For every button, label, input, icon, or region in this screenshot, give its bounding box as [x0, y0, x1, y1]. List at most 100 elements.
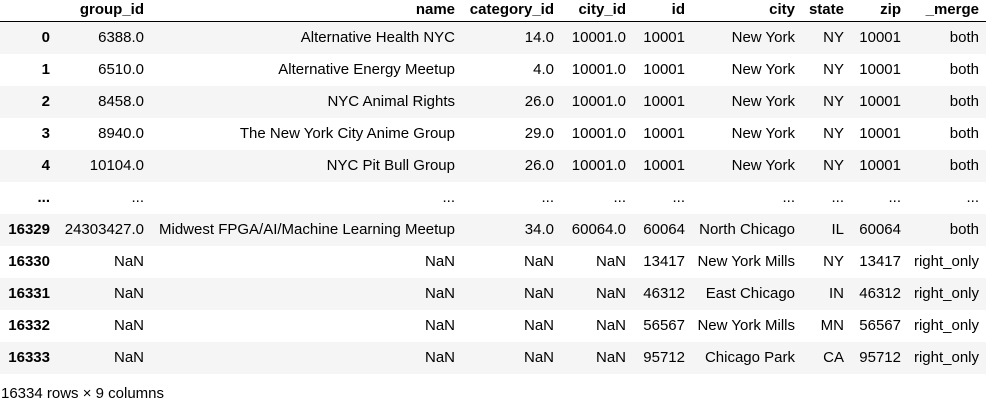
- cell-category-id: NaN: [523, 253, 554, 270]
- cell-group-id: NaN: [113, 253, 144, 270]
- cell-city-id: NaN: [595, 253, 626, 270]
- cell-zip: 60064: [859, 221, 901, 238]
- cell-id: 95712: [643, 349, 685, 366]
- index-column-header: [0, 0, 57, 22]
- cell-name: Alternative Health NYC: [300, 29, 455, 46]
- column-header-city-id: city_id: [561, 0, 633, 22]
- cell-id: 46312: [643, 285, 685, 302]
- cell-city: North Chicago: [699, 221, 795, 238]
- row-index: 16329: [8, 221, 50, 238]
- cell-city-id: 10001.0: [571, 61, 626, 78]
- table-row: 2 8458.0 NYC Animal Rights 26.0 10001.0 10001…: [0, 86, 986, 118]
- row-index: 0: [41, 29, 50, 46]
- cell-id: 10001: [643, 125, 685, 142]
- cell-name: Alternative Energy Meetup: [278, 61, 455, 78]
- cell-group-id: 6510.0: [98, 61, 144, 78]
- row-index: ...: [37, 189, 50, 206]
- table-row: 3 8940.0 The New York City Anime Group 29.0…: [0, 118, 986, 150]
- table-row: 16329 24303427.0 Midwest FPGA/AI/Machine L…: [0, 214, 986, 246]
- cell-city: ...: [782, 189, 795, 206]
- cell-city-id: NaN: [595, 317, 626, 334]
- cell-group-id: ...: [131, 189, 144, 206]
- cell-zip: 10001: [859, 93, 901, 110]
- cell-zip: 10001: [859, 157, 901, 174]
- cell-id: 10001: [643, 29, 685, 46]
- cell-state: MN: [820, 317, 844, 334]
- row-index: 16333: [8, 349, 50, 366]
- cell--merge: ...: [966, 189, 979, 206]
- ellipsis-row: ..............................: [0, 182, 986, 214]
- cell-city-id: 10001.0: [571, 93, 626, 110]
- cell-name: The New York City Anime Group: [239, 125, 455, 142]
- cell-city-id: 60064.0: [571, 221, 626, 238]
- cell--merge: right_only: [913, 253, 979, 270]
- cell-city-id: 10001.0: [571, 125, 626, 142]
- cell-category-id: 29.0: [524, 125, 554, 142]
- cell-city: New York: [731, 125, 795, 142]
- row-index: 16330: [8, 253, 50, 270]
- cell--merge: both: [949, 125, 979, 142]
- cell-group-id: 8940.0: [98, 125, 144, 142]
- table-header: group_id name category_id city_id id city stat…: [0, 0, 986, 22]
- cell-id: 56567: [643, 317, 685, 334]
- cell--merge: both: [949, 221, 979, 238]
- cell--merge: both: [949, 93, 979, 110]
- cell-state: CA: [823, 349, 844, 366]
- cell-name: ...: [442, 189, 455, 206]
- cell-group-id: NaN: [113, 349, 144, 366]
- cell-state: NY: [823, 253, 844, 270]
- column-header--merge: _merge: [908, 0, 986, 22]
- cell-category-id: ...: [541, 189, 554, 206]
- cell-zip: 10001: [859, 125, 901, 142]
- cell-city: New York: [731, 61, 795, 78]
- cell-city: New York Mills: [697, 253, 795, 270]
- cell--merge: right_only: [913, 349, 979, 366]
- cell-state: NY: [823, 29, 844, 46]
- table-row: 1 6510.0 Alternative Energy Meetup 4.0 10001…: [0, 54, 986, 86]
- cell-group-id: NaN: [113, 317, 144, 334]
- cell-id: 13417: [643, 253, 685, 270]
- cell-name: NaN: [424, 253, 455, 270]
- cell-city: New York: [731, 157, 795, 174]
- cell-id: ...: [672, 189, 685, 206]
- row-index: 3: [41, 125, 50, 142]
- header-row: group_id name category_id city_id id city stat…: [0, 0, 986, 22]
- cell-category-id: NaN: [523, 349, 554, 366]
- column-header-id: id: [633, 0, 692, 22]
- row-index: 1: [41, 61, 50, 78]
- cell-state: NY: [823, 61, 844, 78]
- cell-zip: ...: [888, 189, 901, 206]
- cell-city-id: 10001.0: [571, 157, 626, 174]
- cell-category-id: NaN: [523, 317, 554, 334]
- cell-zip: 10001: [859, 61, 901, 78]
- cell-category-id: 4.0: [533, 61, 554, 78]
- cell-group-id: 10104.0: [89, 157, 144, 174]
- cell-zip: 56567: [859, 317, 901, 334]
- cell--merge: right_only: [913, 285, 979, 302]
- cell-city: Chicago Park: [704, 349, 795, 366]
- cell-category-id: 26.0: [524, 157, 554, 174]
- cell-state: NY: [823, 157, 844, 174]
- cell-group-id: 6388.0: [98, 29, 144, 46]
- table-row: 0 6388.0 Alternative Health NYC 14.0 10001.0…: [0, 21, 986, 54]
- cell-name: NaN: [424, 349, 455, 366]
- dataframe-table: group_id name category_id city_id id city stat…: [0, 0, 986, 374]
- cell-city: New York: [731, 29, 795, 46]
- cell-group-id: NaN: [113, 285, 144, 302]
- table-body: 0 6388.0 Alternative Health NYC 1 4.0 10001.0…: [0, 21, 986, 374]
- cell-name: NaN: [424, 285, 455, 302]
- cell-name: Midwest FPGA/AI/Machine Learning Meetup: [159, 221, 455, 238]
- cell--merge: both: [949, 61, 979, 78]
- cell-zip: 13417: [859, 253, 901, 270]
- cell-name: NYC Animal Rights: [327, 93, 455, 110]
- column-header-name: name: [151, 0, 462, 22]
- cell-name: NaN: [424, 317, 455, 334]
- cell-city-id: NaN: [595, 349, 626, 366]
- column-header-zip: zip: [851, 0, 908, 22]
- table-row: 4 10104.0 NYC Pit Bull Group 26.0 10001.0 100…: [0, 150, 986, 182]
- cell-id: 10001: [643, 93, 685, 110]
- cell-id: 60064: [643, 221, 685, 238]
- row-index: 4: [41, 157, 50, 174]
- table-row: 16332 NaN NaN NaN NaN 56567 New York Mills MN 56…: [0, 310, 986, 342]
- table-row: 16333 NaN NaN NaN NaN 95712 Chicago Park CA 9571…: [0, 342, 986, 374]
